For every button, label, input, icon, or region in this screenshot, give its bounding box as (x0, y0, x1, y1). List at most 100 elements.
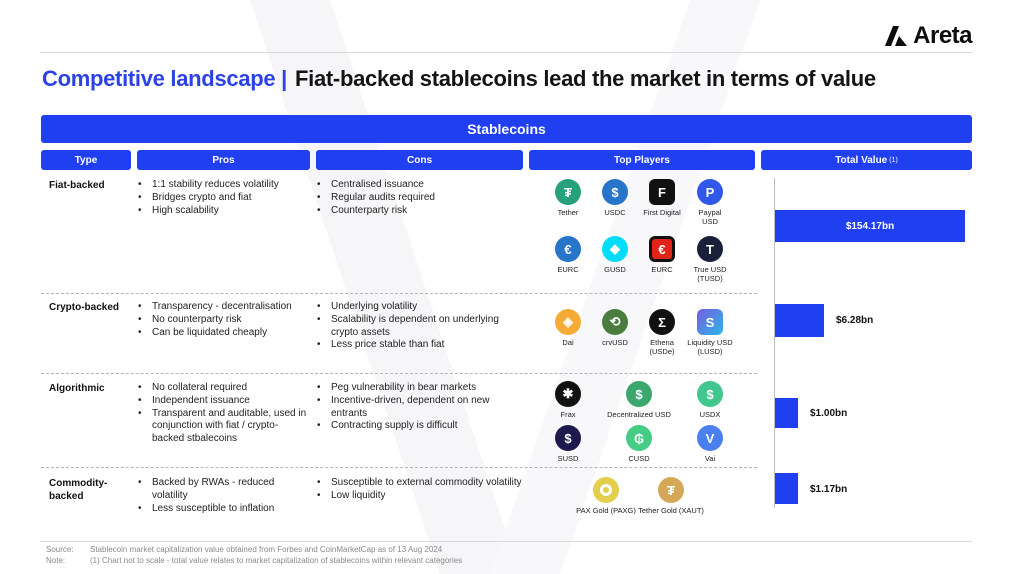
susd-icon: $ (555, 425, 581, 451)
cons-item: Low liquidity (317, 490, 522, 503)
header-total-value-label: Total Value (835, 154, 888, 166)
value-label-fiat: $154.17bn (845, 220, 895, 232)
title-lead: Competitive landscape | (42, 66, 287, 91)
player-usdc: $ USDC (580, 179, 650, 218)
player-label: Tether (557, 208, 579, 217)
player-usdx: $ USDX (675, 381, 745, 420)
header-cons: Cons (316, 150, 523, 170)
player-label: crvUSD (602, 338, 628, 347)
player-paxg: PAX Gold (PAXG) (571, 477, 641, 516)
row-type-algorithmic: Algorithmic (49, 383, 105, 394)
player-label: Frax (560, 410, 576, 419)
player-xaut: ₮ Tether Gold (XAUT) (636, 477, 706, 516)
frax-icon: ✱ (555, 381, 581, 407)
player-label: USDC (604, 208, 626, 217)
player-true-usd: T True USD (TUSD) (675, 236, 745, 283)
first-digital-icon: F (649, 179, 675, 205)
player-gusd: ◆ GUSD (580, 236, 650, 275)
value-bar-crypto (775, 304, 824, 337)
eurc-icon: € (555, 236, 581, 262)
footer-source: Source: Stablecoin market capitalization … (46, 545, 442, 555)
player-paypal-usd: P Paypal USD (675, 179, 745, 226)
row-type-commodity: Commodity-backed (49, 478, 108, 502)
tether-icon: ₮ (555, 179, 581, 205)
player-lusd: S Liquidity USD (LUSD) (675, 309, 745, 356)
player-decentralized-usd: $ Decentralized USD (604, 381, 674, 420)
row-divider (41, 373, 757, 374)
value-label-commodity: $1.17bn (810, 484, 848, 495)
player-label: PAX Gold (PAXG) (576, 506, 636, 515)
footer-divider (40, 541, 972, 542)
cons-item: Counterparty risk (317, 205, 522, 218)
footer-source-text: Stablecoin market capitalization value o… (90, 545, 443, 554)
brand-name: Areta (913, 22, 972, 49)
player-eurc: € EURC (533, 236, 603, 275)
pros-list-algorithmic: No collateral required Independent issua… (138, 382, 310, 446)
footer-note-key: Note: (46, 556, 66, 565)
header-total-value-note: (1) (889, 156, 898, 164)
cons-item: Contracting supply is difficult (317, 420, 522, 433)
paxg-icon (593, 477, 619, 503)
footer-note-text: (1) Chart not to scale - total value rel… (90, 556, 463, 565)
player-frax: ✱ Frax (533, 381, 603, 420)
player-label: Paypal USD (698, 208, 722, 226)
value-bar-fiat: $154.17bn (775, 210, 965, 242)
pros-item: Transparent and auditable, used in conju… (138, 408, 310, 446)
player-label: True USD (TUSD) (693, 265, 727, 283)
cons-list-crypto: Underlying volatility Scalability is dep… (317, 301, 522, 352)
player-label: Ethena (USDe) (649, 338, 675, 356)
tusd-icon: T (697, 236, 723, 262)
pros-item: Transparency - decentralisation (138, 301, 308, 314)
player-label: USDX (699, 410, 721, 419)
pros-list-crypto: Transparency - decentralisation No count… (138, 301, 308, 339)
ethena-icon: Σ (649, 309, 675, 335)
footer-note: Note: (1) Chart not to scale - total valu… (46, 556, 462, 566)
cons-item: Scalability is dependent on underlying c… (317, 314, 522, 340)
player-label: EURC (557, 265, 579, 274)
player-ethena: Σ Ethena (USDe) (627, 309, 697, 356)
footer-source-key: Source: (46, 545, 74, 554)
xaut-icon: ₮ (658, 477, 684, 503)
cusd-icon: ₲ (626, 425, 652, 451)
player-crvusd: ⟲ crvUSD (580, 309, 650, 348)
value-label-crypto: $6.28bn (836, 315, 874, 326)
row-divider (41, 467, 757, 468)
gusd-icon: ◆ (602, 236, 628, 262)
value-bar-algorithmic (775, 398, 798, 428)
pros-item: Independent issuance (138, 395, 310, 408)
row-divider (41, 293, 757, 294)
header-pros: Pros (137, 150, 310, 170)
usdc-icon: $ (602, 179, 628, 205)
cons-item: Regular audits required (317, 192, 522, 205)
player-label: GUSD (604, 265, 626, 274)
player-label: Vai (704, 454, 716, 463)
header-total-value: Total Value (1) (761, 150, 972, 170)
pros-item: Less susceptible to inflation (138, 503, 308, 516)
value-axis-line (774, 178, 775, 508)
pros-item: Backed by RWAs - reduced volatility (138, 477, 308, 503)
player-vai: V Vai (675, 425, 745, 464)
cons-item: Incentive-driven, dependent on new entra… (317, 395, 522, 421)
player-label: SUSD (557, 454, 579, 463)
player-label: Dai (562, 338, 574, 347)
areta-logo-icon (885, 26, 908, 46)
crvusd-icon: ⟲ (602, 309, 628, 335)
header-type: Type (41, 150, 131, 170)
row-type-crypto: Crypto-backed (49, 302, 120, 313)
cons-item: Less price stable than fiat (317, 339, 522, 352)
pros-item: Bridges crypto and fiat (138, 192, 308, 205)
cons-list-commodity: Susceptible to external commodity volati… (317, 477, 522, 503)
header-top-players: Top Players (529, 150, 755, 170)
player-susd: $ SUSD (533, 425, 603, 464)
pros-list-commodity: Backed by RWAs - reduced volatility Less… (138, 477, 308, 515)
player-label: Liquidity USD (LUSD) (687, 338, 733, 356)
player-eurc-2: € EURC (627, 236, 697, 275)
player-cusd: ₲ CUSD (604, 425, 674, 464)
cons-item: Centralised issuance (317, 179, 522, 192)
cons-item: Susceptible to external commodity volati… (317, 477, 522, 490)
stablecoins-banner: Stablecoins (41, 115, 972, 143)
pros-item: Can be liquidated cheaply (138, 327, 308, 340)
player-label: Tether Gold (XAUT) (638, 506, 704, 515)
vai-icon: V (697, 425, 723, 451)
paypal-icon: P (697, 179, 723, 205)
